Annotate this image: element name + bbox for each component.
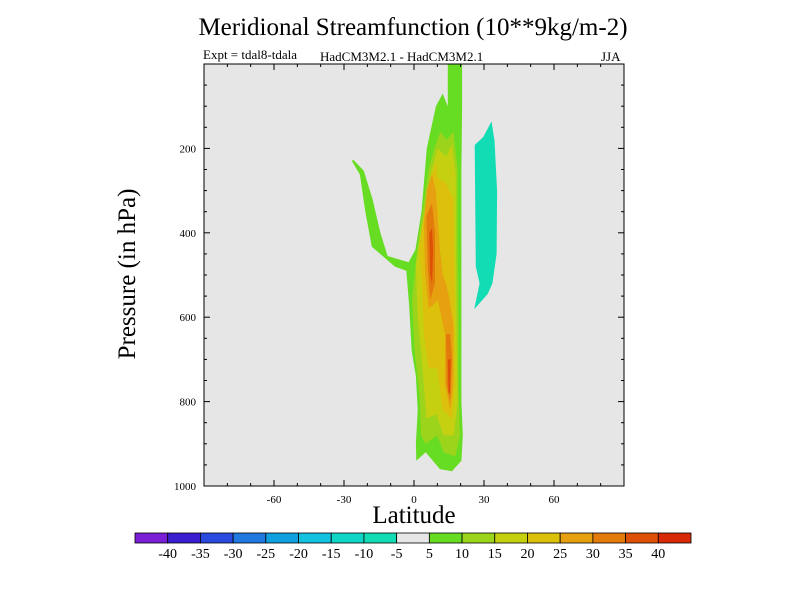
colorbar-swatch (592, 532, 626, 544)
colorbar-swatch (461, 532, 496, 544)
colorbar-level-label: 25 (553, 547, 567, 562)
colorbar-swatch (559, 532, 594, 544)
colorbar-level-label: -5 (391, 547, 403, 562)
chart-title: Meridional Streamfunction (10**9kg/m-2) (198, 14, 628, 41)
colorbar-level-label: 35 (619, 547, 633, 562)
x-tick-label: 60 (549, 494, 561, 506)
colorbar-level-label: 40 (651, 547, 665, 562)
colorbar-swatch (396, 532, 430, 544)
contour-region-positive-35-40 (429, 228, 434, 284)
season-label: JJA (601, 49, 621, 64)
colorbar-level-label: -30 (224, 547, 243, 562)
contour-regions (351, 64, 498, 472)
colorbar-swatch (200, 532, 234, 544)
colorbar-swatch (298, 532, 332, 544)
colorbar: -40 -35 -30 -25 -20 -15 -10 -5 5 10 15 20 25 30 35 40 (134, 532, 692, 562)
colorbar-level-label: -10 (355, 547, 374, 562)
colorbar-level-label: -25 (256, 547, 275, 562)
y-tick-label: 800 (180, 397, 197, 409)
x-tick-label: -30 (337, 494, 352, 506)
contour-region-negative-10-5 (474, 121, 498, 310)
colorbar-swatch (363, 532, 398, 544)
colorbar-swatch (494, 532, 528, 544)
colorbar-level-label: 10 (455, 547, 469, 562)
x-axis-label: Latitude (372, 502, 456, 529)
contour-region-positive-35-40b (447, 359, 451, 394)
experiment-label: Expt = tdal8-tdala (203, 47, 297, 62)
y-tick-label: 400 (180, 228, 197, 240)
y-tick-label: 1000 (174, 481, 197, 493)
colorbar-swatch (265, 532, 299, 544)
model-comparison-label: HadCM3M2.1 - HadCM3M2.1 (320, 49, 484, 64)
colorbar-level-label: 15 (488, 547, 502, 562)
axis-ticks: -60 -30 0 30 60 200 400 600 800 1000 (174, 64, 624, 506)
colorbar-level-label: -35 (191, 547, 210, 562)
colorbar-swatch (330, 532, 365, 544)
colorbar-swatch (428, 532, 463, 544)
colorbar-swatch (625, 532, 659, 544)
x-tick-label: -60 (267, 494, 282, 506)
colorbar-level-label: 5 (426, 547, 433, 562)
colorbar-level-label: -15 (322, 547, 341, 562)
colorbar-swatch (167, 532, 201, 544)
x-tick-label: 0 (411, 494, 417, 506)
colorbar-swatch (527, 532, 561, 544)
colorbar-swatch (657, 532, 692, 544)
colorbar-level-label: 20 (520, 547, 534, 562)
colorbar-level-label: 30 (586, 547, 600, 562)
colorbar-swatch (134, 532, 169, 544)
colorbar-swatch (232, 532, 267, 544)
y-tick-label: 600 (180, 312, 197, 324)
colorbar-level-label: -40 (158, 547, 177, 562)
x-tick-label: 30 (479, 494, 491, 506)
y-tick-label: 200 (180, 143, 197, 155)
colorbar-level-label: -20 (289, 547, 308, 562)
